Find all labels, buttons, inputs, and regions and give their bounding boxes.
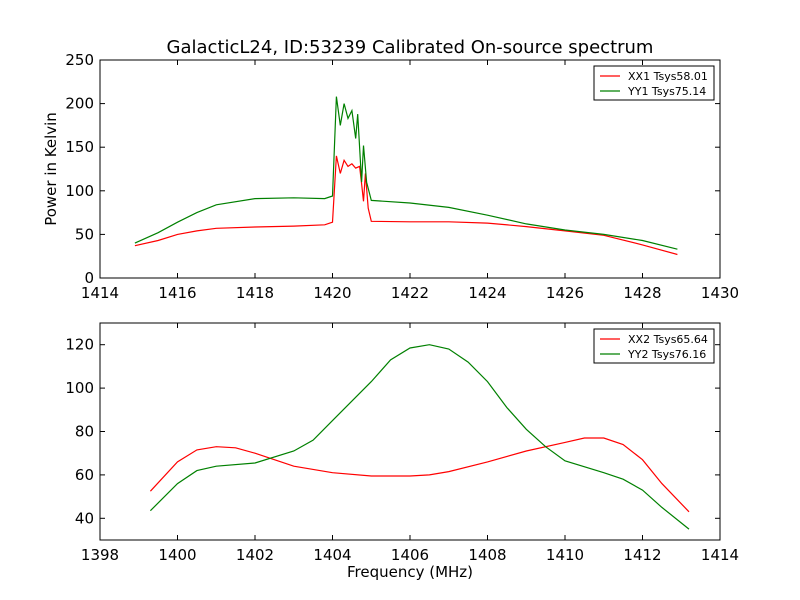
x-tick-label: 1414 — [701, 546, 739, 564]
x-tick-label: 1428 — [623, 284, 661, 302]
x-tick-label: 1416 — [158, 284, 196, 302]
y-tick-label: 120 — [65, 336, 94, 354]
x-tick-label: 1412 — [623, 546, 661, 564]
legend-label-1: XX1 Tsys58.01 — [628, 70, 708, 83]
top-panel: 1414 1416 1418 1420 1422 1424 1426 1428 1430 0 50 1… — [42, 51, 739, 302]
y-tick-label: 100 — [65, 182, 94, 200]
x-tick-label: 1398 — [81, 546, 119, 564]
x-tick-label: 1418 — [236, 284, 274, 302]
legend-label-2: YY2 Tsys76.16 — [627, 348, 706, 361]
x-tick-label: 1426 — [546, 284, 584, 302]
chart-title: GalacticL24, ID:53239 Calibrated On-sour… — [167, 37, 654, 58]
x-tick-label: 1410 — [546, 546, 584, 564]
y-tick-label: 200 — [65, 95, 94, 113]
y-tick-label: 80 — [75, 423, 94, 441]
x-tick-label: 1406 — [391, 546, 429, 564]
y-tick-label: 60 — [75, 466, 94, 484]
bottom-panel: 1398 1400 1402 1404 1406 1408 1410 1412 1414 40 60… — [65, 322, 739, 581]
legend — [593, 328, 715, 364]
x-tick-label: 1420 — [313, 284, 351, 302]
y-tick-label: 100 — [65, 379, 94, 397]
y-tick-label: 250 — [65, 51, 94, 69]
x-tick-label: 1408 — [468, 546, 506, 564]
x-tick-label: 1430 — [701, 284, 739, 302]
y-tick-label: 150 — [65, 138, 94, 156]
x-tick-label: 1400 — [158, 546, 196, 564]
x-tick-label: 1404 — [313, 546, 351, 564]
y-axis-label: Power in Kelvin — [42, 112, 60, 226]
series-line-2 — [134, 96, 678, 250]
x-axis-label: Frequency (MHz) — [347, 563, 473, 581]
legend — [593, 65, 715, 101]
x-tick-label: 1424 — [468, 284, 506, 302]
x-tick-label: 1402 — [236, 546, 274, 564]
y-tick-label: 0 — [84, 269, 94, 287]
series-line-1 — [134, 155, 678, 256]
x-tick-label: 1414 — [81, 284, 119, 302]
legend-label-1: XX2 Tsys65.64 — [628, 333, 708, 346]
series-line-1 — [149, 437, 690, 513]
x-tick-label: 1422 — [391, 284, 429, 302]
legend-label-2: YY1 Tsys75.14 — [627, 85, 706, 98]
y-tick-label: 50 — [75, 225, 94, 243]
y-tick-label: 40 — [75, 509, 94, 527]
series-line-2 — [149, 344, 690, 530]
